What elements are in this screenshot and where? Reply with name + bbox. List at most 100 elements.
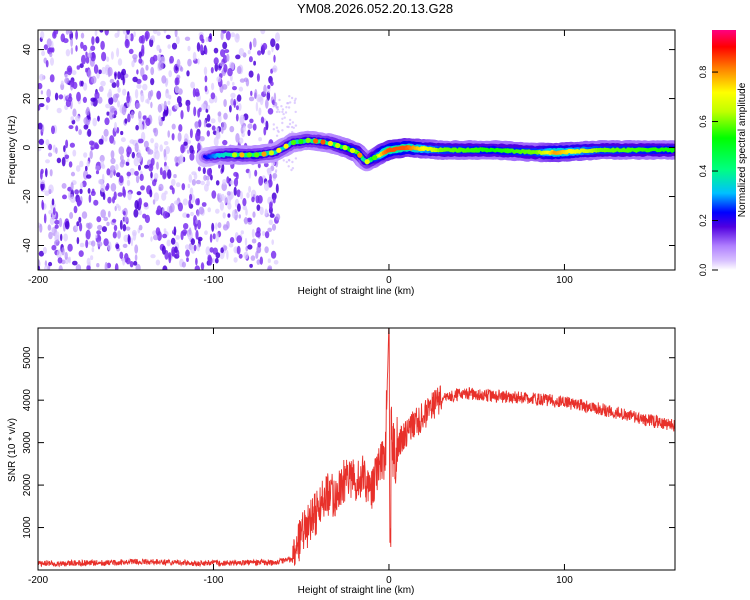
noise-speck bbox=[272, 128, 275, 131]
noise-speck bbox=[246, 192, 250, 199]
noise-speck bbox=[103, 128, 109, 137]
noise-speck bbox=[138, 51, 142, 59]
noise-speck bbox=[211, 222, 215, 232]
noise-speck bbox=[273, 54, 276, 63]
noise-speck bbox=[243, 251, 249, 260]
noise-speck bbox=[108, 96, 114, 105]
noise-speck bbox=[211, 82, 215, 91]
spectrogram-y-tick-label: 20 bbox=[22, 93, 33, 105]
noise-speck bbox=[205, 47, 208, 55]
noise-speck bbox=[39, 223, 43, 233]
noise-speck bbox=[100, 80, 106, 87]
noise-speck bbox=[43, 213, 47, 224]
noise-speck bbox=[128, 33, 132, 41]
noise-speck bbox=[45, 168, 48, 178]
noise-speck bbox=[256, 204, 261, 211]
noise-speck bbox=[171, 133, 175, 141]
noise-speck bbox=[239, 78, 245, 83]
noise-speck bbox=[139, 173, 144, 181]
noise-speck bbox=[224, 195, 227, 204]
noise-speck bbox=[226, 80, 230, 87]
noise-speck bbox=[129, 261, 134, 268]
noise-speck bbox=[278, 110, 281, 114]
noise-speck bbox=[150, 171, 153, 179]
noise-speck bbox=[205, 123, 212, 128]
noise-speck bbox=[163, 30, 167, 34]
noise-speck bbox=[153, 172, 159, 180]
noise-speck bbox=[180, 110, 184, 120]
noise-speck bbox=[209, 33, 212, 40]
noise-speck bbox=[83, 117, 89, 125]
noise-speck bbox=[140, 233, 144, 238]
noise-speck bbox=[259, 256, 263, 265]
noise-speck bbox=[52, 207, 56, 216]
noise-speck bbox=[122, 30, 127, 35]
noise-speck bbox=[247, 129, 251, 137]
noise-speck bbox=[134, 89, 139, 99]
noise-speck bbox=[190, 211, 194, 217]
noise-speck bbox=[287, 165, 290, 168]
noise-speck bbox=[136, 69, 139, 75]
noise-speck bbox=[223, 112, 228, 120]
noise-speck bbox=[49, 169, 53, 177]
noise-speck bbox=[189, 193, 193, 201]
noise-speck bbox=[243, 77, 249, 83]
noise-field bbox=[38, 30, 299, 270]
noise-speck bbox=[49, 74, 55, 83]
noise-speck bbox=[104, 30, 109, 36]
noise-speck bbox=[76, 221, 80, 227]
noise-speck bbox=[99, 154, 105, 163]
noise-speck bbox=[273, 260, 279, 265]
noise-speck bbox=[216, 132, 221, 140]
noise-speck bbox=[98, 138, 104, 145]
noise-speck bbox=[222, 179, 227, 185]
spectrogram-y-tick-label: -20 bbox=[22, 189, 33, 204]
colorbar-tick-label: 0.2 bbox=[698, 214, 708, 227]
noise-speck bbox=[126, 94, 131, 104]
noise-speck bbox=[134, 200, 139, 210]
noise-speck bbox=[129, 139, 135, 144]
noise-speck bbox=[86, 265, 91, 270]
noise-speck bbox=[148, 163, 154, 172]
noise-speck bbox=[284, 111, 288, 114]
noise-speck bbox=[127, 158, 130, 163]
noise-speck bbox=[46, 88, 51, 98]
noise-speck bbox=[99, 30, 104, 33]
noise-speck bbox=[162, 265, 168, 270]
noise-speck bbox=[222, 212, 226, 219]
signal-track-dot bbox=[357, 152, 363, 158]
noise-speck bbox=[247, 123, 253, 129]
noise-speck bbox=[233, 186, 237, 196]
noise-speck bbox=[140, 34, 146, 44]
snr-x-tick-label: -100 bbox=[203, 575, 223, 586]
noise-speck bbox=[174, 156, 179, 164]
noise-speck bbox=[110, 183, 117, 192]
noise-speck bbox=[46, 38, 52, 48]
noise-speck bbox=[86, 106, 90, 116]
noise-speck bbox=[175, 77, 180, 86]
noise-speck bbox=[97, 115, 100, 122]
noise-speck bbox=[169, 185, 174, 190]
spectrogram-y-tick-label: -40 bbox=[22, 238, 33, 253]
noise-speck bbox=[227, 68, 233, 77]
snr-y-tick-label: 4000 bbox=[22, 389, 33, 412]
noise-speck bbox=[133, 260, 138, 266]
noise-speck bbox=[55, 147, 58, 155]
noise-speck bbox=[38, 250, 45, 257]
noise-speck bbox=[86, 174, 92, 179]
noise-speck bbox=[71, 70, 77, 76]
noise-speck bbox=[175, 162, 179, 167]
noise-speck bbox=[124, 252, 129, 263]
noise-speck bbox=[38, 82, 43, 90]
noise-speck bbox=[109, 78, 115, 84]
noise-speck bbox=[226, 53, 230, 62]
noise-speck bbox=[101, 51, 107, 62]
noise-speck bbox=[94, 30, 98, 36]
noise-speck bbox=[81, 54, 86, 65]
noise-speck bbox=[167, 169, 172, 180]
noise-speck bbox=[131, 60, 135, 68]
noise-speck bbox=[197, 142, 201, 152]
noise-speck bbox=[228, 242, 234, 248]
noise-speck bbox=[49, 52, 53, 58]
noise-speck bbox=[131, 151, 135, 159]
